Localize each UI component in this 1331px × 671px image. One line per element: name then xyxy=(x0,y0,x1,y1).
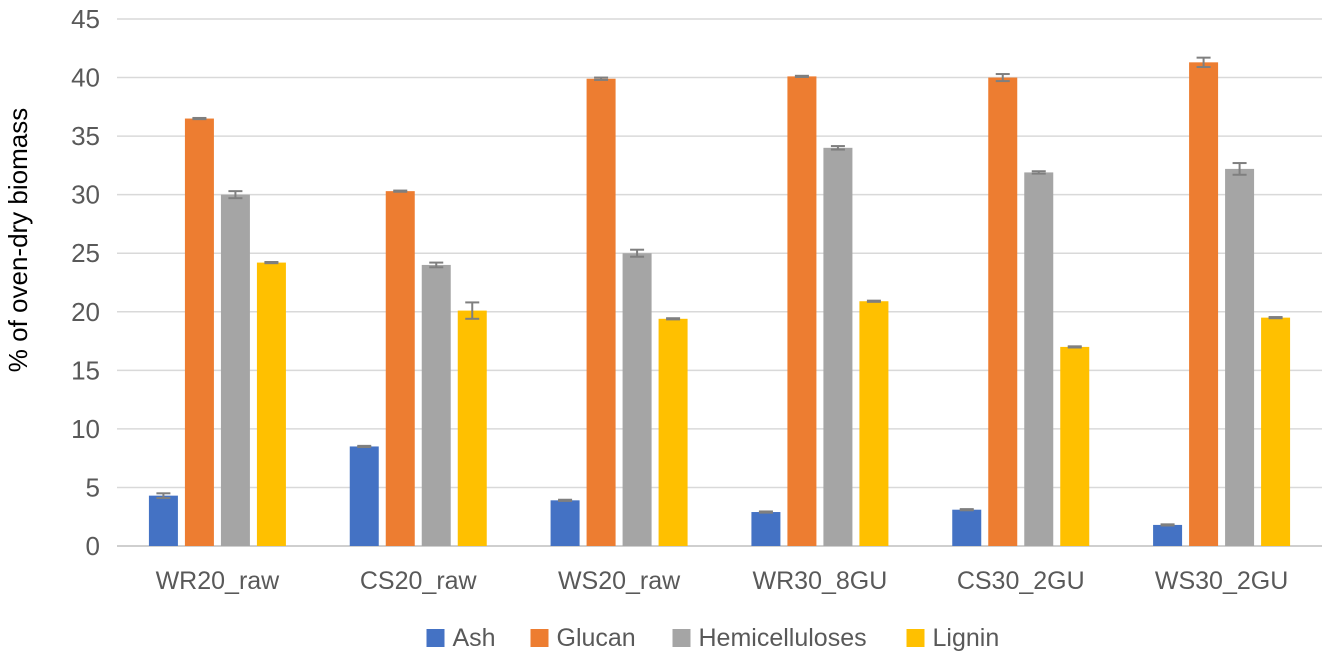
bar-lignin-ws20_raw xyxy=(658,318,688,546)
y-tick-label: 20 xyxy=(71,297,100,327)
x-tick-label: WR20_raw xyxy=(156,567,281,595)
legend-label-hemicelluloses: Hemicelluloses xyxy=(699,624,867,652)
bar-glucan-wr30_8gu xyxy=(787,76,817,546)
bar-lignin-cs20_raw xyxy=(457,310,487,546)
x-tick-label: WS30_2GU xyxy=(1155,567,1288,595)
x-tick-label: WR30_8GU xyxy=(753,567,888,595)
bar-hemicelluloses-cs20_raw xyxy=(421,264,451,546)
y-tick-label: 35 xyxy=(71,121,100,151)
y-axis-label: % of oven-dry biomass xyxy=(3,108,33,372)
y-tick-label: 45 xyxy=(71,4,100,34)
x-tick-label: CS20_raw xyxy=(360,567,478,595)
error-bars xyxy=(156,56,1283,527)
bar-hemicelluloses-ws30_2gu xyxy=(1225,168,1255,546)
bar-ash-wr20_raw xyxy=(148,495,178,546)
bar-lignin-wr30_8gu xyxy=(859,301,889,546)
y-tick-label: 0 xyxy=(86,531,100,561)
legend-label-glucan: Glucan xyxy=(557,624,636,652)
bar-glucan-cs20_raw xyxy=(385,191,415,547)
bar-ash-wr30_8gu xyxy=(751,512,781,546)
legend-swatch-glucan xyxy=(530,629,549,647)
bar-ash-ws30_2gu xyxy=(1153,524,1183,546)
y-tick-label: 25 xyxy=(71,238,100,268)
legend-swatch-hemicelluloses xyxy=(672,629,691,647)
bar-glucan-ws30_2gu xyxy=(1189,62,1219,546)
y-axis-ticks: 0 5 10 15 20 25 30 35 40 45 xyxy=(71,4,100,561)
bar-lignin-wr20_raw xyxy=(256,262,286,546)
bar-hemicelluloses-wr30_8gu xyxy=(823,147,853,547)
legend-label-lignin: Lignin xyxy=(933,624,1000,652)
y-tick-label: 15 xyxy=(71,355,100,385)
bar-hemicelluloses-cs30_2gu xyxy=(1024,172,1054,546)
x-tick-label: WS20_raw xyxy=(558,567,681,595)
bar-lignin-ws30_2gu xyxy=(1261,317,1291,546)
bar-lignin-cs30_2gu xyxy=(1060,346,1090,546)
bar-hemicelluloses-ws20_raw xyxy=(622,253,652,546)
legend: Ash Glucan Hemicelluloses Lignin xyxy=(426,624,1000,652)
bar-glucan-cs30_2gu xyxy=(988,77,1018,547)
y-tick-label: 40 xyxy=(71,63,100,93)
bar-glucan-ws20_raw xyxy=(586,78,616,546)
x-axis-ticks: WR20_raw CS20_raw WS20_raw WR30_8GU CS30_2GU… xyxy=(156,567,1289,595)
bar-ash-cs30_2gu xyxy=(952,509,982,546)
legend-label-ash: Ash xyxy=(453,624,496,652)
y-tick-label: 5 xyxy=(86,472,100,502)
gridlines xyxy=(117,18,1322,547)
legend-swatch-ash xyxy=(426,629,445,647)
bar-hemicelluloses-wr20_raw xyxy=(220,194,250,546)
y-tick-label: 10 xyxy=(71,414,100,444)
y-tick-label: 30 xyxy=(71,180,100,210)
bar-glucan-wr20_raw xyxy=(184,118,214,547)
bar-ash-cs20_raw xyxy=(349,446,379,546)
legend-swatch-lignin xyxy=(906,629,925,647)
bars xyxy=(148,62,1291,547)
bar-ash-ws20_raw xyxy=(550,500,580,546)
x-tick-label: CS30_2GU xyxy=(957,567,1085,595)
